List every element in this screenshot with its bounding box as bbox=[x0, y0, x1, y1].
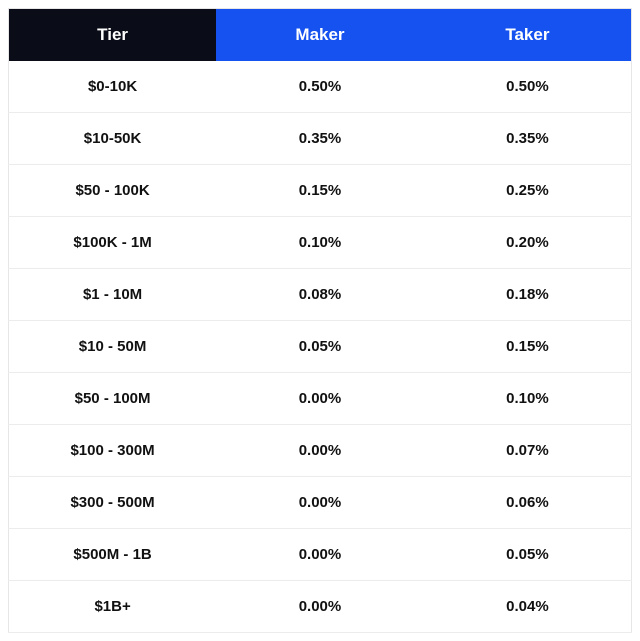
cell-taker: 0.18% bbox=[424, 269, 632, 321]
header-tier: Tier bbox=[9, 9, 217, 62]
cell-maker: 0.15% bbox=[216, 165, 424, 217]
table-row: $10 - 50M 0.05% 0.15% bbox=[9, 321, 632, 373]
cell-taker: 0.04% bbox=[424, 581, 632, 633]
cell-maker: 0.08% bbox=[216, 269, 424, 321]
cell-tier: $500M - 1B bbox=[9, 529, 217, 581]
table-header-row: Tier Maker Taker bbox=[9, 9, 632, 62]
cell-tier: $0-10K bbox=[9, 61, 217, 113]
table-body: $0-10K 0.50% 0.50% $10-50K 0.35% 0.35% $… bbox=[9, 61, 632, 633]
cell-tier: $1 - 10M bbox=[9, 269, 217, 321]
cell-maker: 0.00% bbox=[216, 477, 424, 529]
cell-maker: 0.10% bbox=[216, 217, 424, 269]
table-row: $500M - 1B 0.00% 0.05% bbox=[9, 529, 632, 581]
cell-tier: $100 - 300M bbox=[9, 425, 217, 477]
cell-taker: 0.06% bbox=[424, 477, 632, 529]
cell-taker: 0.07% bbox=[424, 425, 632, 477]
cell-taker: 0.50% bbox=[424, 61, 632, 113]
table-row: $10-50K 0.35% 0.35% bbox=[9, 113, 632, 165]
cell-tier: $1B+ bbox=[9, 581, 217, 633]
table-row: $1 - 10M 0.08% 0.18% bbox=[9, 269, 632, 321]
table-row: $0-10K 0.50% 0.50% bbox=[9, 61, 632, 113]
cell-maker: 0.00% bbox=[216, 529, 424, 581]
cell-taker: 0.20% bbox=[424, 217, 632, 269]
cell-maker: 0.00% bbox=[216, 425, 424, 477]
table-row: $100K - 1M 0.10% 0.20% bbox=[9, 217, 632, 269]
table-row: $300 - 500M 0.00% 0.06% bbox=[9, 477, 632, 529]
table-row: $100 - 300M 0.00% 0.07% bbox=[9, 425, 632, 477]
table-row: $50 - 100K 0.15% 0.25% bbox=[9, 165, 632, 217]
cell-tier: $10-50K bbox=[9, 113, 217, 165]
fee-tier-table: Tier Maker Taker $0-10K 0.50% 0.50% $10-… bbox=[8, 8, 632, 633]
table-row: $1B+ 0.00% 0.04% bbox=[9, 581, 632, 633]
cell-tier: $300 - 500M bbox=[9, 477, 217, 529]
cell-taker: 0.10% bbox=[424, 373, 632, 425]
cell-tier: $50 - 100M bbox=[9, 373, 217, 425]
cell-taker: 0.25% bbox=[424, 165, 632, 217]
table-row: $50 - 100M 0.00% 0.10% bbox=[9, 373, 632, 425]
cell-maker: 0.00% bbox=[216, 373, 424, 425]
cell-tier: $50 - 100K bbox=[9, 165, 217, 217]
cell-maker: 0.05% bbox=[216, 321, 424, 373]
cell-tier: $10 - 50M bbox=[9, 321, 217, 373]
cell-taker: 0.05% bbox=[424, 529, 632, 581]
header-maker: Maker bbox=[216, 9, 424, 62]
cell-taker: 0.15% bbox=[424, 321, 632, 373]
cell-maker: 0.50% bbox=[216, 61, 424, 113]
cell-tier: $100K - 1M bbox=[9, 217, 217, 269]
cell-maker: 0.35% bbox=[216, 113, 424, 165]
cell-maker: 0.00% bbox=[216, 581, 424, 633]
cell-taker: 0.35% bbox=[424, 113, 632, 165]
header-taker: Taker bbox=[424, 9, 632, 62]
